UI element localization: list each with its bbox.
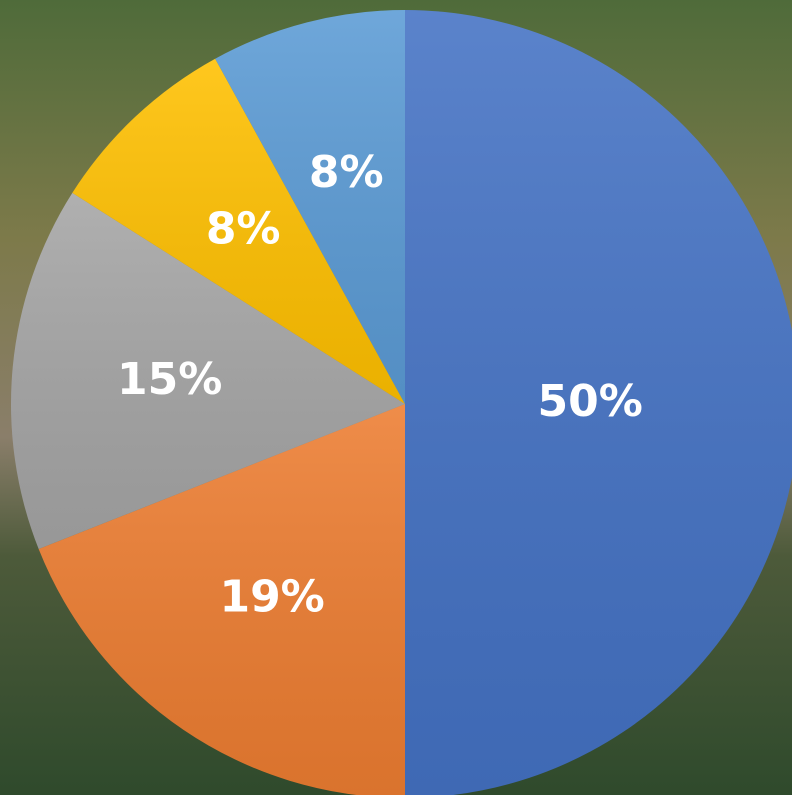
data-label: 8%	[206, 204, 281, 255]
data-label: 19%	[219, 572, 324, 623]
data-label: 8%	[309, 147, 384, 198]
slice-shade	[11, 192, 406, 550]
labels: 50% 19% 15% 8% 8%	[117, 147, 643, 622]
data-label: 50%	[538, 376, 643, 427]
slice-shade	[215, 10, 405, 404]
slice-shade	[38, 404, 405, 795]
pie	[11, 10, 792, 795]
slice-shade	[72, 58, 405, 404]
data-label: 15%	[117, 354, 222, 405]
slice-shade	[405, 10, 792, 795]
